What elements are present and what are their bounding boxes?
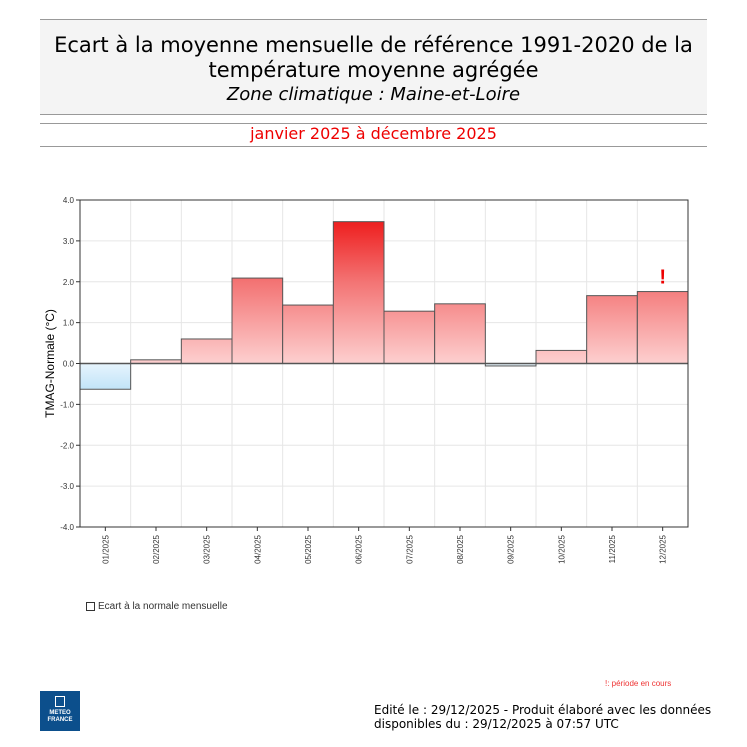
x-tick-label: 06/2025: [355, 534, 364, 563]
legend-label: Ecart à la normale mensuelle: [98, 601, 228, 612]
header: Ecart à la moyenne mensuelle de référenc…: [40, 19, 707, 115]
bar-chart: 4.0 3.0 2.0 1.0 0.0 -1.0 -2.0 -3.0 -4.0 01/2025 02…: [43, 196, 689, 564]
footer: Edité le : 29/12/2025 - Produit élaboré …: [374, 703, 711, 731]
bar-03/2025: [180, 338, 233, 365]
in-progress-marker: !: [659, 267, 666, 289]
chart-subtitle: Zone climatique : Maine-et-Loire: [226, 84, 521, 105]
bar-05/2025: [282, 304, 334, 364]
y-axis-label: TMAG-Normale (°C): [43, 309, 57, 418]
x-tick-label: 05/2025: [304, 534, 313, 563]
bar-08/2025: [434, 303, 486, 365]
y-tick-label: 1.0: [63, 319, 75, 328]
y-tick-label: -2.0: [60, 441, 74, 450]
chart-title: Ecart à la moyenne mensuelle de référenc…: [54, 33, 693, 82]
y-tick-label: 0.0: [63, 360, 75, 369]
bar-07/2025: [383, 310, 436, 364]
y-tick-label: -4.0: [60, 523, 74, 532]
bar-01/2025: [79, 363, 132, 390]
bar-06/2025: [332, 221, 385, 364]
bar-12/2025: [636, 291, 689, 364]
meteo-france-logo: METEO FRANCE: [40, 691, 80, 731]
bar-10/2025: [535, 349, 588, 365]
y-tick-label: 4.0: [63, 196, 75, 205]
x-tick-label: 02/2025: [152, 534, 161, 563]
footer-line2: disponibles du : 29/12/2025 à 07:57 UTC: [374, 717, 619, 731]
y-tick-label: 3.0: [63, 237, 75, 246]
y-tick-label: 2.0: [63, 278, 75, 287]
x-tick-label: 10/2025: [557, 534, 566, 563]
x-tick-label: 03/2025: [203, 534, 212, 563]
period: janvier 2025 à décembre 2025: [40, 123, 707, 147]
x-tick-label: 08/2025: [456, 534, 465, 563]
bar-04/2025: [231, 277, 284, 365]
in-progress-note: !: période en cours: [605, 679, 672, 688]
legend: Ecart à la normale mensuelle: [86, 601, 228, 612]
x-tick-label: 04/2025: [253, 534, 262, 563]
plot-frame: [79, 199, 689, 528]
x-tick-label: 09/2025: [507, 534, 516, 563]
x-tick-label: 11/2025: [608, 534, 617, 563]
bar-11/2025: [586, 295, 638, 364]
x-tick-label: 12/2025: [659, 534, 668, 563]
legend-swatch: [86, 602, 95, 611]
x-tick-label: 07/2025: [405, 534, 414, 563]
y-tick-label: -3.0: [60, 482, 74, 491]
y-tick-label: -1.0: [60, 400, 74, 409]
x-tick-label: 01/2025: [101, 534, 110, 563]
footer-line1: Edité le : 29/12/2025 - Produit élaboré …: [374, 703, 712, 717]
